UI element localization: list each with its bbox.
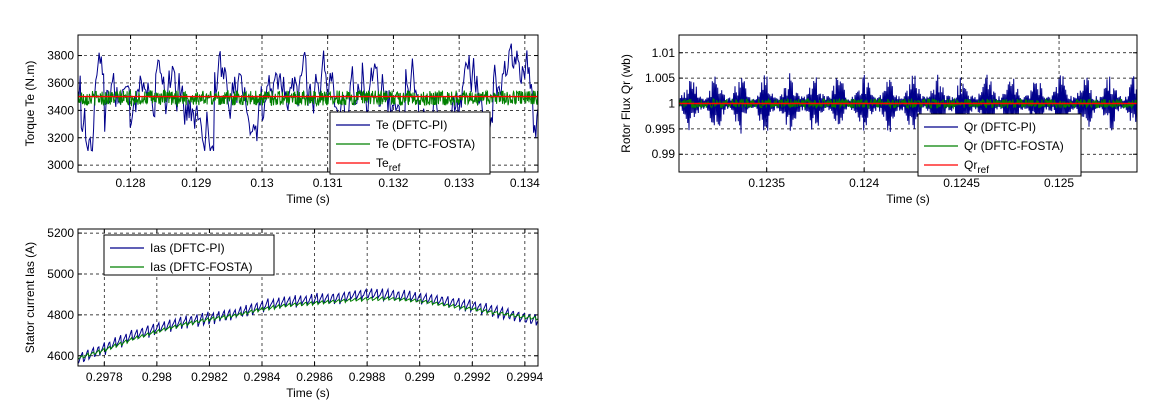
legend-label: Te (DFTC-FOSTA)	[376, 137, 475, 151]
legend-entry: Qr (DFTC-PI)	[964, 120, 1036, 134]
legend-entry: Ias (DFTC-PI)	[150, 241, 225, 255]
y-axis-label: Torque Te (N.m)	[23, 61, 37, 147]
chart-2: 0.1235 0.124 0.1245 0.125 0.99 0.995 1 1.005 1.0…	[619, 34, 1138, 206]
x-axis-label: Time (s)	[286, 386, 330, 400]
legend-label-subscript: ref	[389, 163, 401, 174]
series-group	[78, 287, 538, 364]
chart-1: 0.128 0.129 0.13 0.131 0.132 0.133 0.134 3000 32…	[23, 34, 540, 206]
chart-3: 0.2978 0.298 0.2982 0.2984 0.2986 0.2988 0.299…	[23, 226, 544, 400]
series-group	[78, 43, 538, 152]
x-tick-label: 0.2992	[454, 370, 491, 384]
legend-label: Ias (DFTC-PI)	[150, 241, 225, 255]
x-tick-label: 0.2984	[244, 370, 281, 384]
legend-entry: Te (DFTC-FOSTA)	[376, 137, 475, 151]
legend-box	[103, 234, 275, 276]
x-tick-label: 0.128	[116, 176, 146, 190]
x-tick-label: 0.2988	[349, 370, 386, 384]
y-tick-label: 1	[668, 97, 675, 111]
series-line-2	[679, 97, 1137, 110]
y-tick-label: 1.01	[652, 46, 676, 60]
axes-box	[77, 34, 539, 173]
x-tick-label: 0.1235	[748, 176, 785, 190]
y-tick-label: 3600	[47, 76, 74, 90]
y-tick-label: 3000	[47, 158, 74, 172]
x-tick-label: 0.132	[378, 176, 408, 190]
x-tick-label: 0.134	[510, 176, 540, 190]
legend-label: Qr (DFTC-FOSTA)	[964, 139, 1064, 153]
x-axis-label: Time (s)	[286, 192, 330, 206]
y-tick-label: 1.005	[645, 71, 675, 85]
y-tick-label: 4600	[47, 349, 74, 363]
y-tick-label: 0.995	[645, 122, 675, 136]
legend-label: Te (DFTC-PI)	[376, 118, 447, 132]
x-tick-label: 0.298	[142, 370, 172, 384]
legend-label: Ias (DFTC-FOSTA)	[150, 260, 252, 274]
legend-entry: Teref	[376, 156, 401, 174]
x-tick-label: 0.2994	[507, 370, 544, 384]
legend: Ias (DFTC-PI) Ias (DFTC-FOSTA)	[103, 234, 275, 276]
legend-box	[917, 113, 1082, 177]
y-axis-label: Stator current Ias (A)	[23, 242, 37, 353]
series-line-2	[78, 88, 538, 108]
x-axis-label: Time (s)	[886, 192, 930, 206]
series-line-2	[78, 295, 538, 360]
x-tick-label: 0.1245	[943, 176, 980, 190]
y-tick-label: 5200	[47, 226, 74, 240]
x-tick-label: 0.131	[313, 176, 343, 190]
legend-label: Qr (DFTC-PI)	[964, 120, 1036, 134]
y-tick-label: 3200	[47, 131, 74, 145]
legend-label: Qr	[964, 158, 977, 172]
y-axis-label: Rotor Flux Qr (wb)	[619, 54, 633, 153]
y-tick-label: 4800	[47, 308, 74, 322]
axes-box	[77, 228, 539, 367]
y-tick-label: 3800	[47, 49, 74, 63]
axes-box	[678, 34, 1138, 173]
series-line-1	[78, 43, 538, 152]
x-tick-label: 0.129	[181, 176, 211, 190]
y-tick-label: 3400	[47, 103, 74, 117]
x-tick-label: 0.299	[405, 370, 435, 384]
x-tick-label: 0.133	[444, 176, 474, 190]
legend: Te (DFTC-PI) Te (DFTC-FOSTA) Teref	[329, 111, 491, 175]
legend-entry: Qrref	[964, 158, 989, 176]
legend-entry: Ias (DFTC-FOSTA)	[150, 260, 252, 274]
legend-label-subscript: ref	[977, 165, 989, 176]
legend-entry: Qr (DFTC-FOSTA)	[964, 139, 1064, 153]
x-tick-label: 0.124	[849, 176, 879, 190]
y-tick-label: 5000	[47, 267, 74, 281]
x-tick-label: 0.2978	[86, 370, 123, 384]
y-tick-label: 0.99	[652, 147, 676, 161]
series-group	[679, 73, 1137, 134]
x-tick-label: 0.2986	[296, 370, 333, 384]
x-tick-label: 0.13	[250, 176, 274, 190]
x-tick-label: 0.125	[1044, 176, 1074, 190]
legend-label: Te	[376, 156, 389, 170]
legend: Qr (DFTC-PI) Qr (DFTC-FOSTA) Qrref	[917, 113, 1082, 177]
legend-box	[329, 111, 491, 175]
x-tick-label: 0.2982	[191, 370, 228, 384]
legend-entry: Te (DFTC-PI)	[376, 118, 447, 132]
